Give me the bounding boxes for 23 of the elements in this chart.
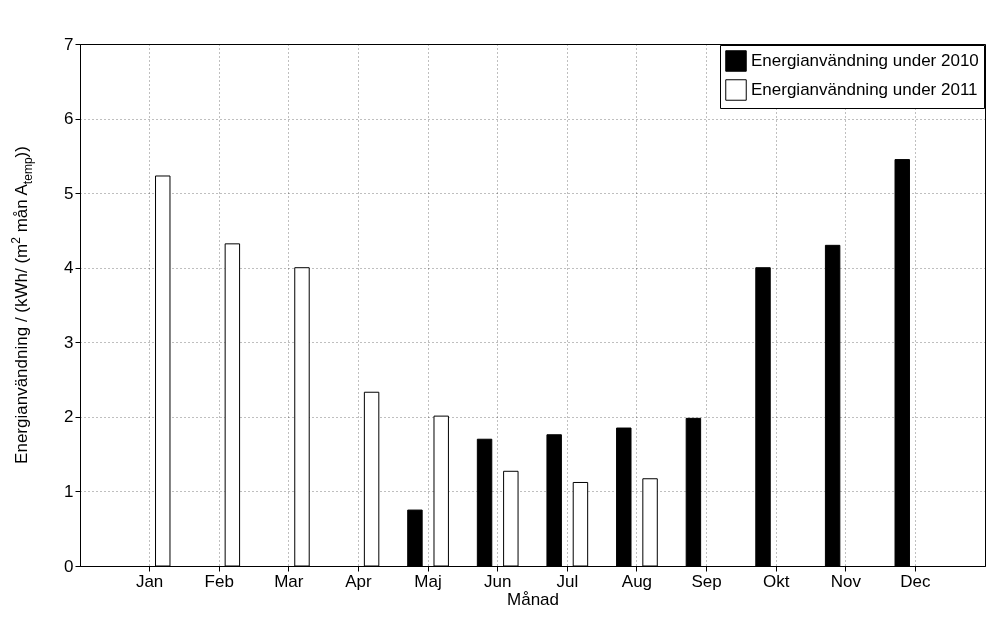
x-tick-label: Aug — [621, 571, 653, 591]
y-tick-label: 4 — [64, 258, 74, 278]
y-tick-label: 5 — [64, 183, 74, 203]
y-tick-label: 0 — [64, 556, 74, 576]
x-tick-label: Nov — [830, 571, 862, 591]
y-tick-label: 7 — [64, 34, 74, 54]
x-tick-label: Mar — [274, 571, 304, 591]
x-tick-label: Okt — [762, 571, 790, 591]
x-tick-label: Apr — [345, 571, 373, 591]
x-tick-label: Maj — [414, 571, 442, 591]
y-tick-label: 3 — [64, 332, 74, 352]
x-tick-label: Dec — [900, 571, 931, 591]
legend-label: Energianvändning under 2010 — [751, 51, 979, 70]
x-tick-label: Jul — [556, 571, 579, 591]
x-axis-title: Månad — [507, 589, 559, 609]
x-tick-label: Jan — [135, 571, 164, 591]
x-tick-label: Feb — [204, 571, 234, 591]
y-tick-label: 6 — [64, 109, 74, 129]
y-tick-label: 1 — [64, 481, 74, 501]
x-tick-label: Sep — [691, 571, 722, 591]
y-tick-label: 2 — [64, 407, 74, 427]
x-tick-label: Jun — [483, 571, 512, 591]
legend-label: Energianvändning under 2011 — [751, 80, 978, 99]
